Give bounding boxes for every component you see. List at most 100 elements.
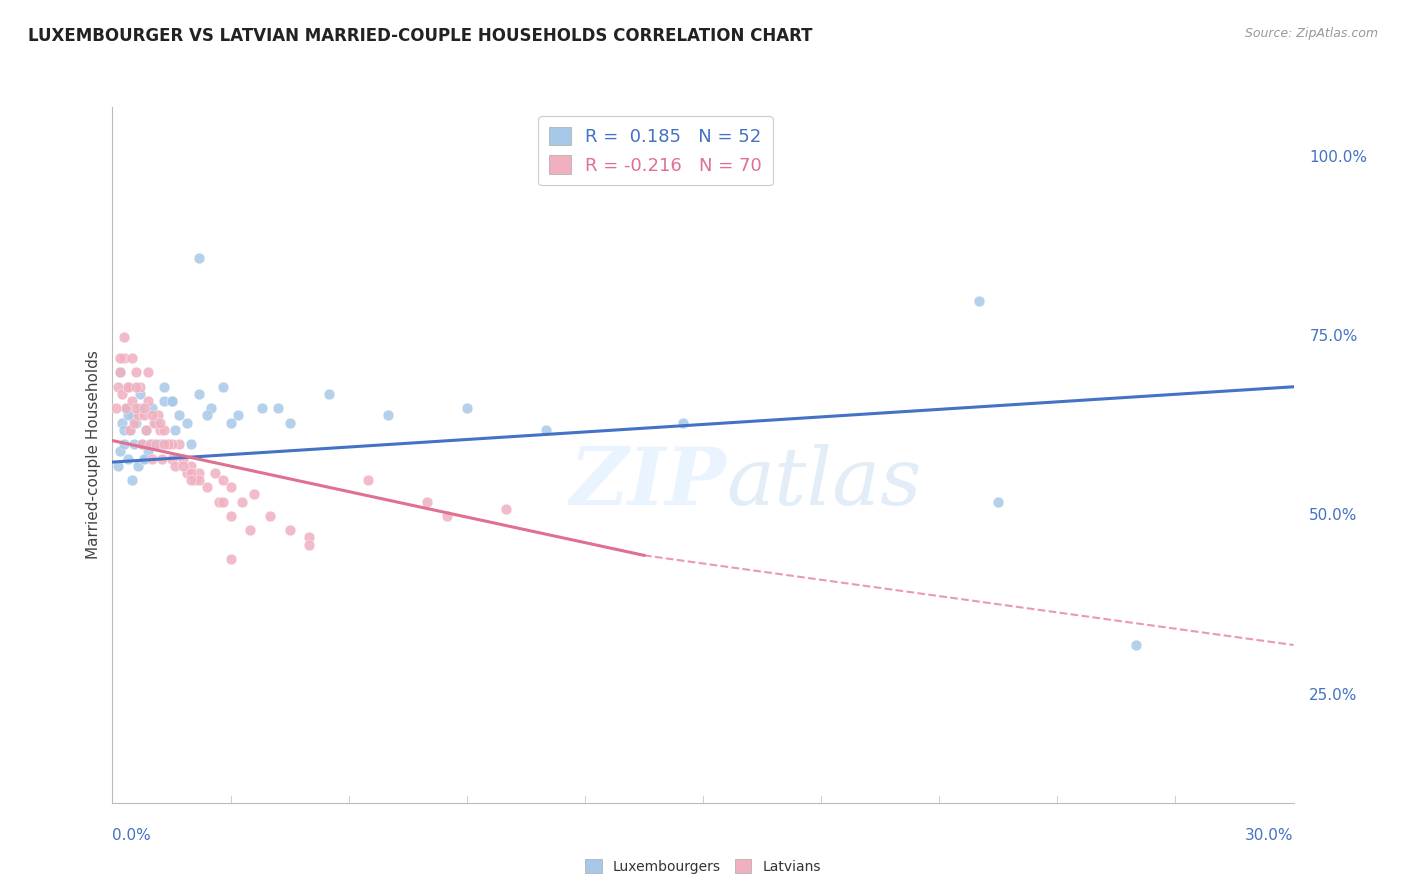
Point	[117, 451, 139, 466]
Text: ZIP: ZIP	[569, 444, 727, 522]
Point	[107, 458, 129, 473]
Point	[125, 380, 148, 394]
Point	[188, 387, 211, 401]
Point	[208, 494, 231, 508]
Point	[121, 394, 143, 409]
Point	[195, 409, 218, 423]
Point	[180, 458, 202, 473]
Point	[987, 494, 1010, 508]
Point	[416, 494, 439, 508]
Point	[967, 293, 990, 308]
Point	[219, 552, 242, 566]
Point	[278, 523, 301, 537]
Point	[141, 451, 163, 466]
Point	[110, 444, 132, 458]
Text: 100.0%: 100.0%	[1309, 150, 1367, 165]
Point	[129, 380, 152, 394]
Point	[672, 416, 695, 430]
Point	[239, 523, 262, 537]
Point	[318, 387, 340, 401]
Point	[136, 366, 159, 380]
Point	[110, 366, 132, 380]
Point	[112, 423, 135, 437]
Point	[180, 437, 202, 451]
Point	[127, 458, 149, 473]
Point	[298, 530, 321, 544]
Point	[112, 329, 135, 343]
Point	[132, 451, 155, 466]
Point	[156, 437, 179, 451]
Point	[200, 401, 222, 416]
Point	[156, 437, 179, 451]
Point	[132, 451, 155, 466]
Point	[127, 409, 149, 423]
Point	[211, 494, 233, 508]
Point	[141, 401, 163, 416]
Point	[152, 423, 174, 437]
Point	[149, 437, 172, 451]
Point	[495, 501, 517, 516]
Text: 75.0%: 75.0%	[1309, 329, 1358, 344]
Point	[125, 366, 148, 380]
Point	[125, 416, 148, 430]
Point	[131, 437, 153, 451]
Point	[228, 409, 250, 423]
Point	[121, 473, 143, 487]
Point	[204, 466, 226, 480]
Text: 50.0%: 50.0%	[1309, 508, 1358, 524]
Point	[112, 437, 135, 451]
Point	[243, 487, 266, 501]
Point	[231, 494, 253, 508]
Point	[122, 437, 145, 451]
Point	[176, 416, 198, 430]
Point	[125, 401, 148, 416]
Point	[176, 466, 198, 480]
Point	[169, 437, 191, 451]
Text: 25.0%: 25.0%	[1309, 688, 1358, 703]
Text: LUXEMBOURGER VS LATVIAN MARRIED-COUPLE HOUSEHOLDS CORRELATION CHART: LUXEMBOURGER VS LATVIAN MARRIED-COUPLE H…	[28, 27, 813, 45]
Text: 0.0%: 0.0%	[112, 828, 152, 843]
Point	[145, 416, 167, 430]
Point	[456, 401, 478, 416]
Point	[160, 394, 183, 409]
Point	[188, 466, 211, 480]
Point	[377, 409, 399, 423]
Point	[139, 437, 162, 451]
Point	[278, 416, 301, 430]
Point	[115, 401, 138, 416]
Y-axis label: Married-couple Households: Married-couple Households	[86, 351, 101, 559]
Point	[180, 473, 202, 487]
Point	[142, 416, 165, 430]
Point	[105, 401, 128, 416]
Point	[150, 451, 173, 466]
Point	[132, 409, 155, 423]
Point	[146, 409, 169, 423]
Point	[117, 380, 139, 394]
Point	[219, 416, 242, 430]
Point	[145, 437, 167, 451]
Point	[160, 437, 183, 451]
Point	[180, 466, 202, 480]
Point	[188, 251, 211, 265]
Point	[135, 423, 157, 437]
Point	[149, 423, 172, 437]
Point	[129, 387, 152, 401]
Point	[436, 508, 458, 523]
Point	[152, 394, 174, 409]
Point	[298, 538, 321, 552]
Point	[188, 473, 211, 487]
Point	[115, 401, 138, 416]
Point	[259, 508, 281, 523]
Text: atlas: atlas	[727, 444, 922, 522]
Legend: Luxembourgers, Latvians: Luxembourgers, Latvians	[579, 854, 827, 880]
Point	[1125, 638, 1147, 652]
Point	[534, 423, 557, 437]
Point	[141, 409, 163, 423]
Point	[267, 401, 290, 416]
Point	[165, 423, 187, 437]
Point	[117, 409, 139, 423]
Point	[111, 387, 134, 401]
Point	[152, 380, 174, 394]
Point	[160, 394, 183, 409]
Point	[122, 416, 145, 430]
